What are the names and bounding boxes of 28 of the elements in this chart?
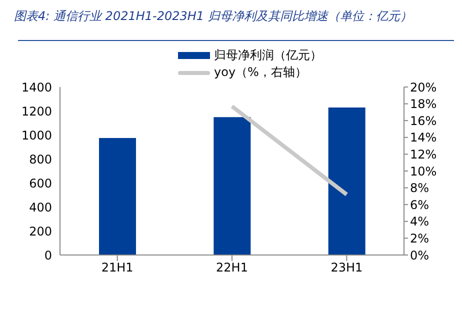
y-tick-label: 400 — [29, 200, 52, 214]
y-tick-label: 1000 — [21, 128, 52, 142]
y-tick-label: 1400 — [21, 80, 52, 94]
x-tick-label: 22H1 — [216, 260, 248, 275]
legend-label: yoy（%，右轴） — [214, 64, 307, 81]
x-tick-label: 23H1 — [330, 260, 363, 275]
y2-tick-label: 10% — [410, 164, 437, 178]
bar — [214, 117, 251, 255]
chart-title: 图表4: 通信行业 2021H1-2023H1 归母净利及其同比增速（单位：亿元） — [13, 8, 413, 25]
bar — [99, 138, 136, 255]
y2-tick-label: 20% — [410, 80, 437, 94]
y2-tick-label: 8% — [410, 181, 430, 196]
y2-tick-label: 14% — [410, 130, 437, 145]
y2-tick-label: 4% — [410, 214, 430, 229]
y-tick-label: 0 — [44, 248, 52, 262]
y-tick-label: 800 — [29, 152, 52, 166]
y2-tick-label: 6% — [410, 198, 430, 212]
y2-tick-label: 12% — [410, 147, 437, 162]
x-tick-label: 21H1 — [101, 260, 134, 275]
y2-tick-label: 2% — [410, 231, 430, 246]
y-tick-label: 200 — [29, 224, 52, 238]
y2-tick-label: 16% — [410, 114, 437, 128]
y2-tick-label: 18% — [410, 97, 437, 112]
y2-tick-label: 0% — [410, 248, 430, 262]
y-tick-label: 1200 — [21, 104, 52, 118]
bar — [328, 108, 366, 255]
legend-label: 归母净利润（亿元） — [214, 47, 322, 64]
y-tick-label: 600 — [29, 176, 52, 190]
